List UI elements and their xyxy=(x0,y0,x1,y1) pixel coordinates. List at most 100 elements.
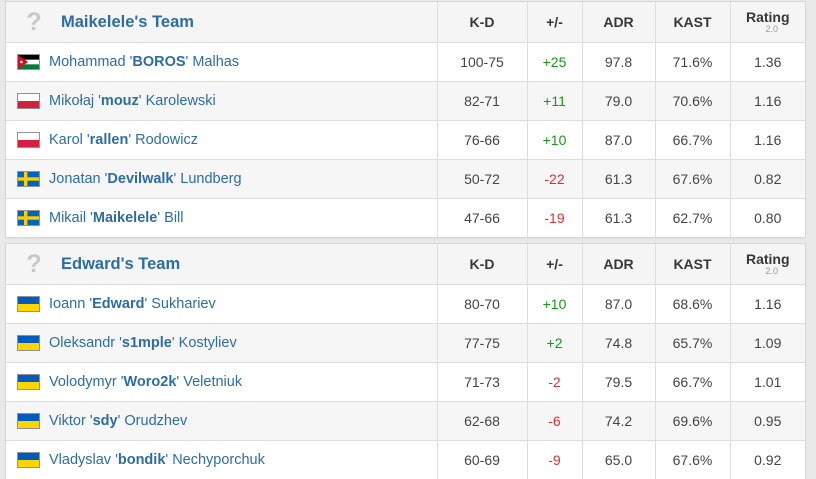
rating-cell: 1.16 xyxy=(730,82,805,121)
team-logo-placeholder-icon: ? xyxy=(20,252,48,277)
table-header-row: ? Edward's Team K-D +/- ADR KAST Rating … xyxy=(6,244,805,285)
kast-cell: 66.7% xyxy=(655,363,730,402)
kast-cell: 66.7% xyxy=(655,121,730,160)
adr-cell: 79.5 xyxy=(582,363,655,402)
rating-label: Rating xyxy=(731,10,806,24)
country-flag-icon-ukraine xyxy=(18,453,39,467)
player-name-link[interactable]: Ioann 'Edward' Sukhariev xyxy=(49,296,216,312)
rating-cell: 0.95 xyxy=(730,402,805,441)
country-flag-icon-ukraine xyxy=(18,336,39,350)
kast-cell: 67.6% xyxy=(655,441,730,479)
team-name-link[interactable]: Maikelele's Team xyxy=(61,13,194,32)
country-flag-icon-ukraine xyxy=(18,414,39,428)
team-stats-table: ? Edward's Team K-D +/- ADR KAST Rating … xyxy=(6,244,805,479)
kd-cell: 71-73 xyxy=(437,363,527,402)
country-flag-icon-ukraine xyxy=(18,375,39,389)
plusminus-cell: -19 xyxy=(527,199,582,238)
rating-cell: 1.36 xyxy=(730,43,805,82)
kd-cell: 60-69 xyxy=(437,441,527,479)
column-header-kd: K-D xyxy=(437,244,527,285)
player-name-cell: Viktor 'sdy' Orudzhev xyxy=(6,402,437,441)
adr-cell: 79.0 xyxy=(582,82,655,121)
player-name-link[interactable]: Oleksandr 's1mple' Kostyliev xyxy=(49,335,237,351)
kd-cell: 50-72 xyxy=(437,160,527,199)
player-row: Mohammad 'BOROS' Malhas 100-75 +25 97.8 … xyxy=(6,43,805,82)
kast-cell: 65.7% xyxy=(655,324,730,363)
kd-cell: 47-66 xyxy=(437,199,527,238)
player-row: Mikail 'Maikelele' Bill 47-66 -19 61.3 6… xyxy=(6,199,805,238)
player-name-link[interactable]: Mikołaj 'mouz' Karolewski xyxy=(49,93,216,109)
plusminus-cell: +10 xyxy=(527,285,582,324)
column-header-adr: ADR xyxy=(582,244,655,285)
plusminus-cell: +10 xyxy=(527,121,582,160)
rating-cell: 0.82 xyxy=(730,160,805,199)
country-flag-icon-sweden xyxy=(18,172,39,186)
adr-cell: 61.3 xyxy=(582,199,655,238)
player-name-cell: Vladyslav 'bondik' Nechyporchuk xyxy=(6,441,437,479)
rating-cell: 1.09 xyxy=(730,324,805,363)
player-name-link[interactable]: Jonatan 'Devilwalk' Lundberg xyxy=(49,171,242,187)
kd-cell: 82-71 xyxy=(437,82,527,121)
plusminus-cell: +11 xyxy=(527,82,582,121)
kast-cell: 70.6% xyxy=(655,82,730,121)
column-header-kast: KAST xyxy=(655,244,730,285)
team-header-cell: ? Edward's Team xyxy=(6,244,437,285)
player-row: Jonatan 'Devilwalk' Lundberg 50-72 -22 6… xyxy=(6,160,805,199)
team-name-link[interactable]: Edward's Team xyxy=(61,255,180,274)
plusminus-cell: -2 xyxy=(527,363,582,402)
adr-cell: 61.3 xyxy=(582,160,655,199)
rating-cell: 0.92 xyxy=(730,441,805,479)
player-name-link[interactable]: Mohammad 'BOROS' Malhas xyxy=(49,54,239,70)
player-name-link[interactable]: Viktor 'sdy' Orudzhev xyxy=(49,413,187,429)
team-stats-table: ? Maikelele's Team K-D +/- ADR KAST Rati… xyxy=(6,2,805,237)
player-name-cell: Mikail 'Maikelele' Bill xyxy=(6,199,437,238)
rating-cell: 1.16 xyxy=(730,121,805,160)
kd-cell: 76-66 xyxy=(437,121,527,160)
column-header-rating: Rating 2.0 xyxy=(730,2,805,43)
kast-cell: 69.6% xyxy=(655,402,730,441)
player-name-cell: Karol 'rallen' Rodowicz xyxy=(6,121,437,160)
rating-cell: 1.01 xyxy=(730,363,805,402)
player-name-link[interactable]: Vladyslav 'bondik' Nechyporchuk xyxy=(49,452,265,468)
adr-cell: 87.0 xyxy=(582,121,655,160)
player-row: Karol 'rallen' Rodowicz 76-66 +10 87.0 6… xyxy=(6,121,805,160)
player-name-cell: Oleksandr 's1mple' Kostyliev xyxy=(6,324,437,363)
player-name-link[interactable]: Karol 'rallen' Rodowicz xyxy=(49,132,198,148)
kast-cell: 67.6% xyxy=(655,160,730,199)
plusminus-cell: -9 xyxy=(527,441,582,479)
player-name-cell: Ioann 'Edward' Sukhariev xyxy=(6,285,437,324)
adr-cell: 74.2 xyxy=(582,402,655,441)
plusminus-cell: +2 xyxy=(527,324,582,363)
rating-version-label: 2.0 xyxy=(735,266,810,276)
plusminus-cell: +25 xyxy=(527,43,582,82)
plusminus-cell: -22 xyxy=(527,160,582,199)
player-row: Viktor 'sdy' Orudzhev 62-68 -6 74.2 69.6… xyxy=(6,402,805,441)
column-header-diff: +/- xyxy=(527,244,582,285)
player-row: Mikołaj 'mouz' Karolewski 82-71 +11 79.0… xyxy=(6,82,805,121)
kd-cell: 80-70 xyxy=(437,285,527,324)
player-name-link[interactable]: Mikail 'Maikelele' Bill xyxy=(49,210,184,226)
kast-cell: 62.7% xyxy=(655,199,730,238)
player-row: Ioann 'Edward' Sukhariev 80-70 +10 87.0 … xyxy=(6,285,805,324)
adr-cell: 65.0 xyxy=(582,441,655,479)
player-name-cell: Volodymyr 'Woro2k' Veletniuk xyxy=(6,363,437,402)
rating-cell: 1.16 xyxy=(730,285,805,324)
table-header-row: ? Maikelele's Team K-D +/- ADR KAST Rati… xyxy=(6,2,805,43)
team-logo-placeholder-icon: ? xyxy=(20,10,48,35)
column-header-kd: K-D xyxy=(437,2,527,43)
player-row: Vladyslav 'bondik' Nechyporchuk 60-69 -9… xyxy=(6,441,805,479)
team-header-cell: ? Maikelele's Team xyxy=(6,2,437,43)
kast-cell: 68.6% xyxy=(655,285,730,324)
rating-version-label: 2.0 xyxy=(735,24,810,34)
player-row: Oleksandr 's1mple' Kostyliev 77-75 +2 74… xyxy=(6,324,805,363)
player-name-link[interactable]: Volodymyr 'Woro2k' Veletniuk xyxy=(49,374,242,390)
column-header-adr: ADR xyxy=(582,2,655,43)
rating-label: Rating xyxy=(731,252,806,266)
column-header-diff: +/- xyxy=(527,2,582,43)
kd-cell: 77-75 xyxy=(437,324,527,363)
adr-cell: 87.0 xyxy=(582,285,655,324)
player-name-cell: Mikołaj 'mouz' Karolewski xyxy=(6,82,437,121)
player-row: Volodymyr 'Woro2k' Veletniuk 71-73 -2 79… xyxy=(6,363,805,402)
adr-cell: 74.8 xyxy=(582,324,655,363)
country-flag-icon-poland xyxy=(18,94,39,108)
